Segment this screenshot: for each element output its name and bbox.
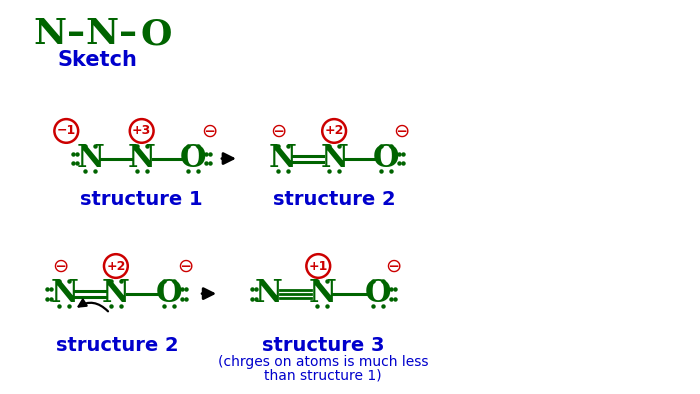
Text: N: N <box>76 143 104 174</box>
Text: N: N <box>50 278 78 309</box>
Text: ⊖: ⊖ <box>393 121 410 140</box>
Text: O: O <box>180 143 206 174</box>
Text: ⊖: ⊖ <box>386 256 402 275</box>
Text: structure 2: structure 2 <box>273 190 395 210</box>
Text: ⊖: ⊖ <box>177 256 193 275</box>
Text: +3: +3 <box>132 125 151 138</box>
Text: +2: +2 <box>106 260 125 273</box>
Text: N: N <box>34 17 67 51</box>
Text: –: – <box>119 17 136 51</box>
Text: –: – <box>67 17 85 51</box>
Text: N: N <box>127 143 155 174</box>
Text: structure 3: structure 3 <box>262 336 384 355</box>
Text: than structure 1): than structure 1) <box>265 368 382 383</box>
Text: O: O <box>365 278 391 309</box>
Text: +1: +1 <box>309 260 328 273</box>
Text: O: O <box>372 143 399 174</box>
Text: ⊖: ⊖ <box>270 121 287 140</box>
Text: N: N <box>85 17 118 51</box>
Text: structure 2: structure 2 <box>55 336 178 355</box>
Text: ⊖: ⊖ <box>52 256 69 275</box>
Text: N: N <box>102 278 130 309</box>
Text: N: N <box>320 143 348 174</box>
Text: N: N <box>269 143 297 174</box>
Text: N: N <box>308 278 336 309</box>
Text: Sketch: Sketch <box>57 50 137 70</box>
Text: ⊖: ⊖ <box>201 121 217 140</box>
Text: (chrges on atoms is much less: (chrges on atoms is much less <box>218 355 428 369</box>
Text: −1: −1 <box>57 125 76 138</box>
Text: N: N <box>255 278 283 309</box>
Text: O: O <box>141 17 172 51</box>
Text: O: O <box>156 278 183 309</box>
Text: structure 1: structure 1 <box>80 190 203 210</box>
Text: +2: +2 <box>324 125 344 138</box>
